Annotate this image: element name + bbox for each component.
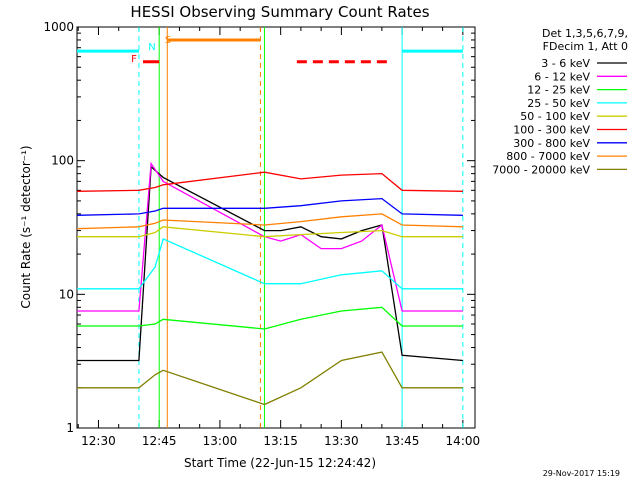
legend-header-line-2: FDecim 1, Att 0 — [543, 40, 628, 53]
legend-entry-label: 100 - 300 keV — [513, 124, 590, 137]
y-tick-label: 10 — [59, 287, 74, 301]
legend-entry-label: 50 - 100 keV — [520, 110, 590, 123]
annotation-label: N — [148, 42, 155, 53]
legend-entry-label: 800 - 7000 keV — [506, 150, 590, 163]
legend-entry-label: 12 - 25 keV — [527, 84, 590, 97]
legend-entry-label: 7000 - 20000 keV — [492, 163, 590, 176]
footer-date: 29-Nov-2017 15:19 — [543, 469, 620, 478]
series-line — [76, 171, 463, 192]
series-line — [77, 238, 463, 290]
x-axis-label: Start Time (22-Jun-15 12:24:42) — [184, 456, 376, 470]
series-line — [76, 197, 463, 216]
x-tick-label: 12:30 — [81, 434, 116, 448]
plot-frame — [76, 26, 476, 429]
x-tick-label: 12:45 — [142, 434, 177, 448]
y-axis-label: Count Rate (s⁻¹ detector⁻¹) — [19, 145, 33, 308]
y-tick-label: 1000 — [43, 20, 74, 34]
chart-title: HESSI Observing Summary Count Rates — [130, 3, 429, 21]
series-line — [77, 226, 463, 238]
x-tick-label: 14:00 — [446, 434, 481, 448]
series-line — [77, 306, 463, 330]
x-tick-label: 13:00 — [203, 434, 238, 448]
legend-header-line-1: Det 1,3,5,6,7,9, — [542, 27, 628, 40]
x-tick-label: 13:45 — [385, 434, 420, 448]
y-tick-label: 1 — [66, 421, 74, 435]
x-tick-label: 13:15 — [263, 434, 298, 448]
legend-entry-label: 6 - 12 keV — [534, 70, 590, 83]
legend-entry-label: 3 - 6 keV — [541, 57, 590, 70]
series-line — [77, 351, 463, 406]
annotation-label: S — [165, 35, 171, 46]
plot-area: 1 10 100 1000 12:30 12:45 13:00 13:15 13:30 13:45… — [43, 20, 480, 448]
series-line — [77, 165, 463, 362]
legend-entry-label: 25 - 50 keV — [527, 97, 590, 110]
annotation-label: F — [131, 54, 137, 65]
x-tick-label: 13:30 — [324, 434, 359, 448]
y-tick-label: 100 — [51, 154, 74, 168]
legend-entry-label: 300 - 800 keV — [513, 137, 590, 150]
series-line — [76, 213, 463, 230]
